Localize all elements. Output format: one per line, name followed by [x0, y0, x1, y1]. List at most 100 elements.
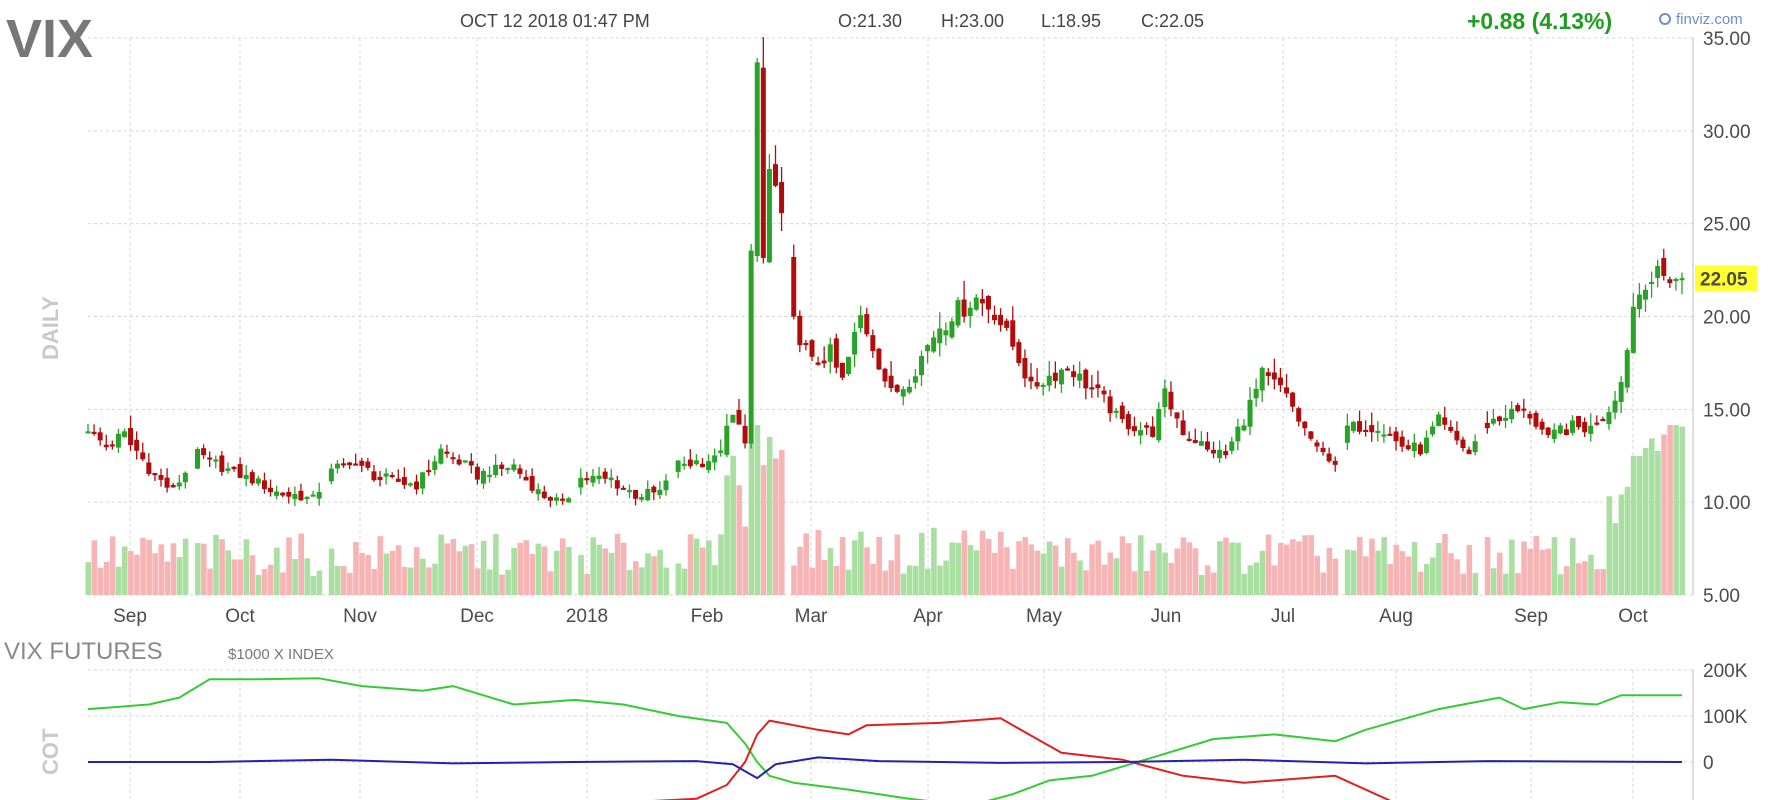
- symbol-title: VIX: [6, 9, 93, 69]
- candle-body: [1065, 368, 1071, 371]
- candle-body: [1229, 441, 1235, 451]
- candle-body: [724, 425, 730, 455]
- volume-bar: [1332, 558, 1339, 595]
- volume-bar: [1192, 548, 1199, 595]
- volume-bar: [243, 539, 250, 595]
- candle-body: [919, 356, 924, 376]
- volume-bar: [1217, 541, 1223, 595]
- candle-body: [401, 477, 407, 485]
- volume-bar: [1314, 555, 1321, 595]
- volume-bar: [858, 531, 864, 595]
- volume-bar: [645, 553, 651, 595]
- x-tick-label: Mar: [795, 606, 828, 627]
- candle-body: [626, 490, 632, 493]
- volume-bar: [1168, 563, 1174, 595]
- candle-body: [134, 439, 140, 451]
- candle-body: [1509, 408, 1515, 420]
- volume-bar: [505, 569, 511, 595]
- candle-body: [1649, 281, 1655, 284]
- candle-body: [578, 477, 584, 488]
- candle-body: [882, 368, 888, 382]
- candle-body: [864, 314, 870, 335]
- candle-body: [1083, 369, 1089, 389]
- finviz-logo[interactable]: finviz.com: [1659, 11, 1743, 28]
- candle-body: [584, 478, 590, 481]
- volume-bar: [1594, 569, 1600, 595]
- volume-bar: [487, 569, 493, 595]
- candle-body: [687, 459, 693, 467]
- volume-bar: [1649, 438, 1655, 595]
- candle-body: [596, 475, 602, 480]
- candle-body: [444, 451, 450, 454]
- volume-bar: [1399, 551, 1406, 595]
- volume-bar: [121, 546, 128, 595]
- open-label: O:21.30: [838, 11, 902, 31]
- candle-body: [937, 328, 943, 344]
- candle-body: [1077, 373, 1083, 381]
- candle-body: [249, 472, 255, 484]
- volume-bar: [1618, 494, 1625, 595]
- candle-body: [846, 356, 851, 375]
- candle-body: [468, 461, 474, 466]
- candle-body: [1369, 425, 1375, 433]
- candle-body: [645, 488, 651, 501]
- volume-bar: [1655, 450, 1661, 595]
- candle-body: [712, 455, 718, 463]
- volume-bar: [225, 550, 231, 595]
- candle-body: [1290, 392, 1296, 407]
- x-tick-label: Nov: [343, 606, 377, 627]
- candle-body: [1296, 408, 1302, 422]
- candle-body: [1131, 426, 1137, 432]
- volume-bar: [1442, 533, 1448, 595]
- volume-bar: [1350, 550, 1357, 595]
- candle-body: [85, 431, 91, 434]
- finviz-logo-icon: [1659, 13, 1671, 25]
- volume-bar: [651, 556, 657, 595]
- candle-body: [961, 299, 967, 317]
- candle-body: [1308, 431, 1314, 439]
- candle-body: [219, 455, 225, 472]
- candle-body: [1010, 320, 1016, 347]
- candle-body: [633, 489, 639, 499]
- volume-bar: [596, 544, 603, 595]
- volume-bar: [1265, 534, 1272, 595]
- cot-panel-subtitle: $1000 X INDEX: [228, 646, 334, 663]
- volume-bar: [1344, 549, 1351, 595]
- candle-body: [1484, 422, 1490, 429]
- candle-body: [985, 296, 991, 310]
- volume-bar: [614, 533, 621, 595]
- volume-bar: [1381, 537, 1387, 595]
- volume-bar: [432, 563, 438, 595]
- volume-bar: [1539, 549, 1546, 595]
- candle-body: [979, 298, 985, 304]
- volume-bar: [633, 561, 639, 595]
- candle-body: [1411, 442, 1417, 452]
- candle-body: [718, 450, 724, 454]
- candle-body: [973, 297, 979, 310]
- candle-body: [1052, 372, 1058, 381]
- volume-bar: [450, 539, 457, 595]
- volume-bar: [292, 558, 298, 595]
- volume-bar: [1089, 544, 1095, 595]
- candle-body: [304, 496, 310, 500]
- candle-body: [1095, 384, 1101, 389]
- candle-body: [1551, 429, 1557, 439]
- candle-body: [152, 473, 158, 476]
- volume-bar: [748, 443, 755, 595]
- volume-bar: [657, 549, 663, 595]
- cot-grid: [88, 669, 1693, 800]
- volume-bar: [194, 543, 201, 595]
- volume-bar: [1357, 536, 1363, 595]
- candle-body: [1156, 408, 1162, 441]
- volume-bar: [1636, 455, 1643, 595]
- volume-bar: [1210, 572, 1217, 595]
- volume-bar: [359, 553, 365, 595]
- candle-body: [505, 468, 511, 471]
- volume-bar: [134, 554, 140, 595]
- candle-body: [815, 362, 821, 365]
- volume-bar: [219, 539, 225, 595]
- volume-bar: [511, 547, 517, 595]
- candle-body: [706, 461, 712, 471]
- candle-body: [341, 463, 347, 466]
